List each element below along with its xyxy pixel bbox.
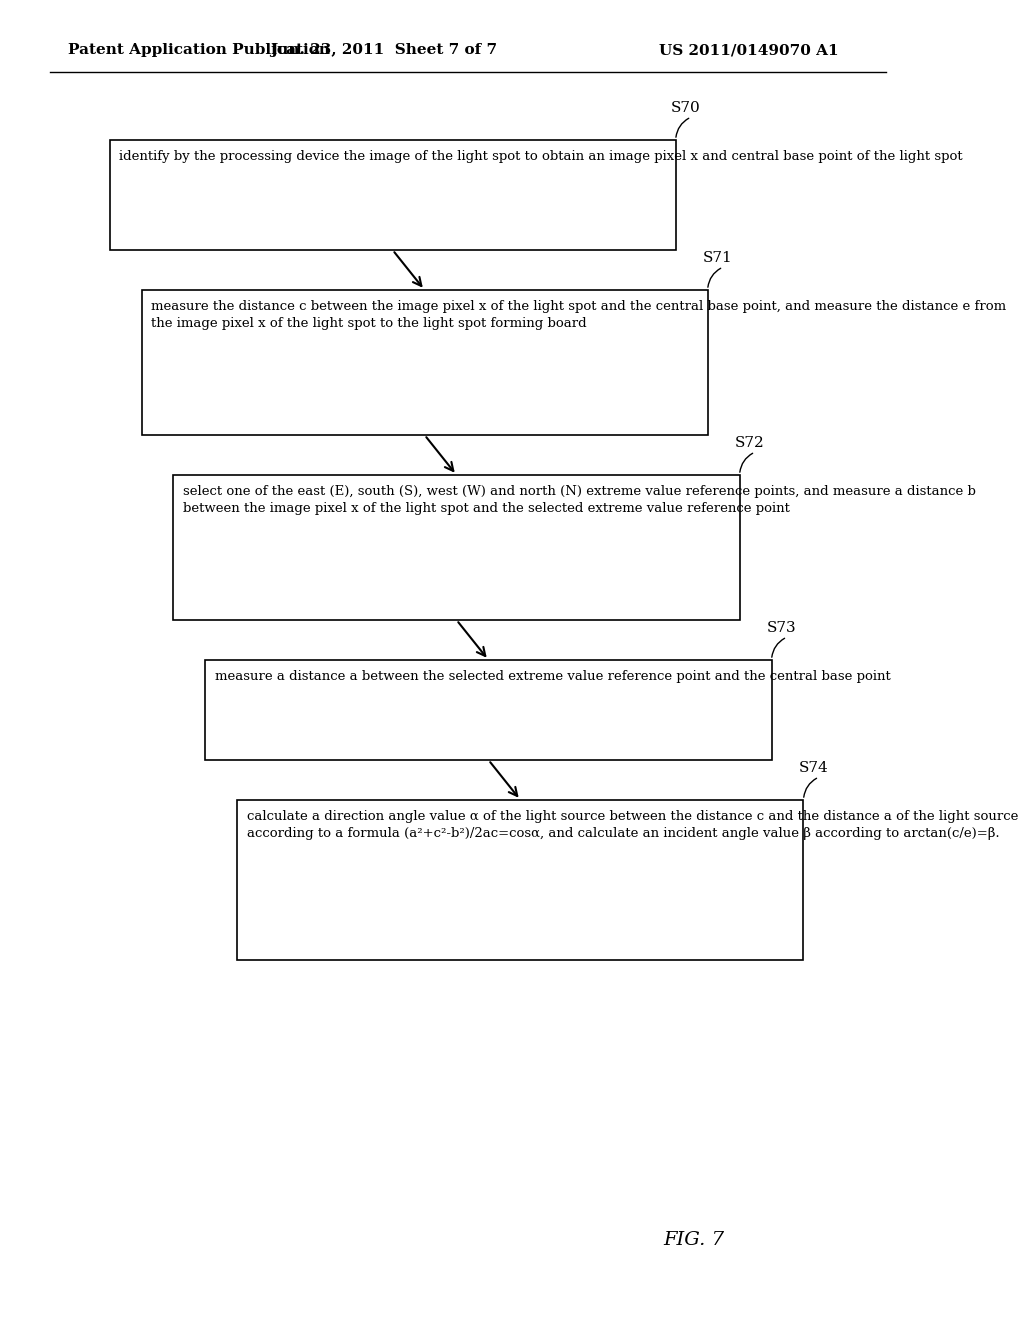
FancyBboxPatch shape (173, 475, 739, 620)
Text: S71: S71 (703, 251, 733, 265)
Text: identify by the processing device the image of the light spot to obtain an image: identify by the processing device the im… (119, 150, 963, 162)
FancyBboxPatch shape (110, 140, 676, 249)
Text: S74: S74 (799, 762, 828, 775)
Text: FIG. 7: FIG. 7 (664, 1232, 724, 1249)
Text: Patent Application Publication: Patent Application Publication (69, 44, 331, 57)
FancyBboxPatch shape (141, 290, 708, 436)
Text: measure a distance a between the selected extreme value reference point and the : measure a distance a between the selecte… (215, 671, 890, 682)
Text: S73: S73 (767, 620, 797, 635)
Text: calculate a direction angle value α of the light source between the distance c a: calculate a direction angle value α of t… (247, 810, 1018, 840)
Text: measure the distance c between the image pixel x of the light spot and the centr: measure the distance c between the image… (151, 300, 1006, 330)
Text: S70: S70 (671, 102, 700, 115)
FancyBboxPatch shape (238, 800, 804, 960)
FancyBboxPatch shape (206, 660, 771, 760)
Text: S72: S72 (735, 436, 765, 450)
Text: select one of the east (E), south (S), west (W) and north (N) extreme value refe: select one of the east (E), south (S), w… (182, 484, 976, 515)
Text: US 2011/0149070 A1: US 2011/0149070 A1 (658, 44, 839, 57)
Text: Jun. 23, 2011  Sheet 7 of 7: Jun. 23, 2011 Sheet 7 of 7 (270, 44, 497, 57)
